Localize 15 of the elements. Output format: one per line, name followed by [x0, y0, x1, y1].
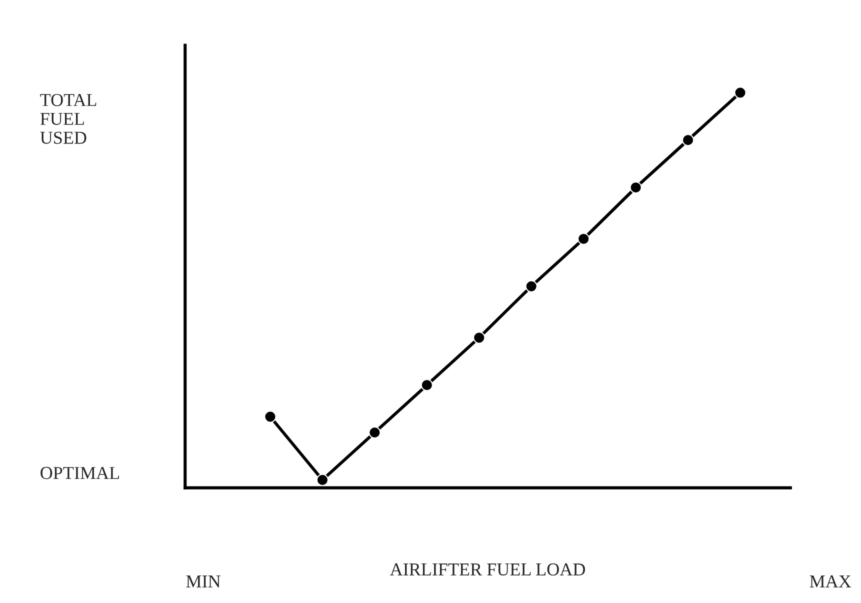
point — [734, 86, 746, 99]
point — [368, 426, 381, 439]
point — [264, 410, 276, 423]
text: MAX — [810, 575, 852, 588]
point — [473, 332, 486, 344]
point — [682, 134, 694, 146]
point — [578, 232, 590, 245]
x-axis-title: AIRLIFTER FUEL LOAD — [390, 563, 585, 576]
text: OPTIMAL — [40, 466, 120, 480]
point — [630, 181, 642, 194]
text: MIN — [186, 576, 220, 588]
point — [525, 280, 538, 292]
text: TOTAL FUEL USED — [40, 94, 96, 144]
point — [316, 474, 329, 486]
point — [420, 379, 433, 392]
